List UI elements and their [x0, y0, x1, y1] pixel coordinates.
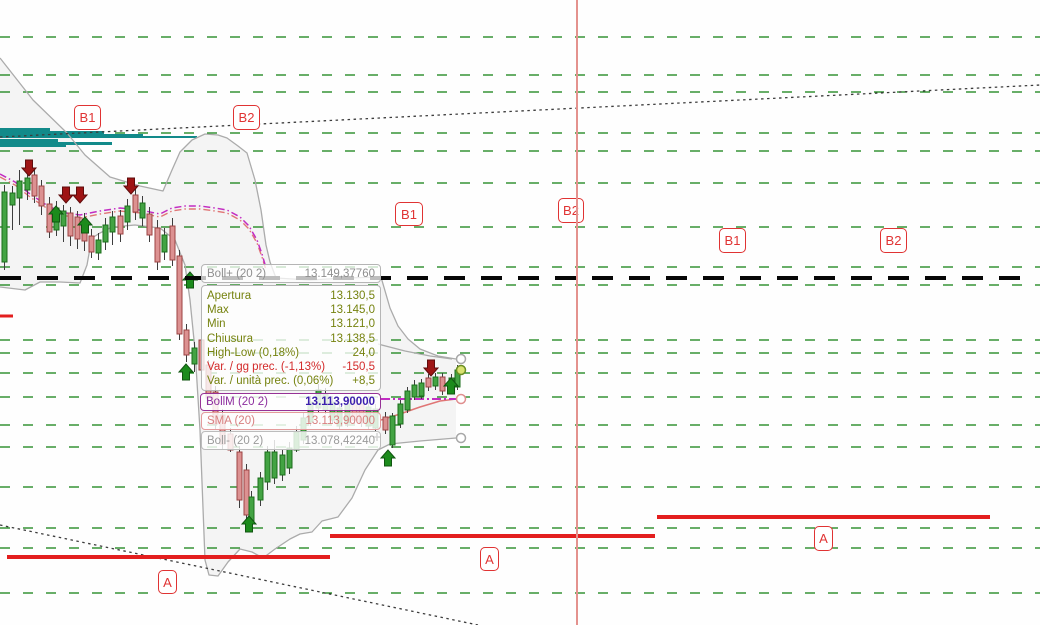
tooltip-row: Chiusura 13.138,5: [207, 332, 375, 346]
boll-mid-value: 13.113,90000: [305, 396, 375, 408]
buy-arrow-icon: [76, 216, 94, 234]
endpoint-circle: [455, 353, 467, 365]
tooltip-row-value: 13.145,0: [330, 304, 375, 317]
tooltip-boll-plus-box: Boll+ (20 2) 13.149,37760: [201, 264, 381, 283]
dotted-trendlines: [0, 84, 1040, 625]
tooltip-row-value: +8,5: [352, 375, 375, 388]
tooltip-row: Max 13.145,0: [207, 303, 375, 317]
endpoint-circle: [455, 393, 467, 405]
boll-mid-label: BollM (20 2): [206, 396, 268, 408]
buy-arrow-icon: [177, 363, 195, 381]
signal-arrows: [20, 159, 460, 533]
tooltip-boll-minus-box: Boll- (20 2) 13.078,42240: [201, 431, 381, 450]
tooltip-row-value: 13.130,5: [330, 290, 375, 303]
vertical-session-line: [576, 0, 578, 625]
boll-plus-label: Boll+ (20 2): [207, 267, 267, 280]
buy-arrow-icon: [47, 205, 65, 223]
support-resistance-lines: [0, 314, 990, 559]
tooltip-row-label: Apertura: [207, 290, 252, 303]
tooltip-row: Var. / unità prec. (0,06%) +8,5: [207, 374, 375, 388]
endpoint-circle: [455, 432, 467, 444]
sma-label: SMA (20): [207, 415, 255, 427]
sell-arrow-icon: [122, 177, 140, 195]
tooltip-row-label: Var. / unità prec. (0,06%): [207, 375, 334, 388]
tooltip-row: High-Low (0,18%) 24,0: [207, 346, 375, 360]
sell-arrow-icon: [422, 359, 440, 377]
sell-arrow-icon: [20, 159, 38, 177]
buy-arrow-icon: [240, 515, 258, 533]
tooltip-row: Var. / gg prec. (-1,13%) -150,5: [207, 360, 375, 374]
gridlines: [0, 36, 1040, 594]
tooltip-row-label: Chiusura: [207, 332, 254, 345]
endpoint-circle: [455, 364, 467, 376]
tooltip-row-label: Var. / gg prec. (-1,13%): [207, 361, 326, 374]
tooltip-price-panel: Apertura 13.130,5 Max 13.145,0 Min 13.121,0 Ch…: [201, 285, 381, 391]
buy-arrow-icon: [379, 449, 397, 467]
sell-arrow-icon: [71, 186, 89, 204]
tooltip-row-value: 24,0: [352, 346, 375, 359]
boll-plus-value: 13.149,37760: [304, 267, 375, 280]
tooltip-row-label: Max: [207, 304, 229, 317]
tooltip-row-value: 13.121,0: [330, 318, 375, 331]
tooltip-row: Min 13.121,0: [207, 317, 375, 331]
tooltip-row-value: 13.138,5: [330, 332, 375, 345]
tooltip-boll-mid-box: BollM (20 2) 13.113,90000: [200, 393, 381, 411]
tooltip-row-label: Min: [207, 318, 226, 331]
tooltip-sma-box: SMA (20) 13.113,90000: [201, 412, 381, 430]
boll-minus-label: Boll- (20 2): [207, 434, 264, 447]
buy-arrow-icon: [442, 377, 460, 395]
sma-value: 13.113,90000: [305, 415, 376, 427]
tooltip-row-value: -150,5: [342, 361, 375, 374]
volume-profile-bars: [0, 128, 197, 147]
tooltip-row: Apertura 13.130,5: [207, 289, 375, 303]
tooltip-row-label: High-Low (0,18%): [207, 346, 300, 359]
boll-minus-value: 13.078,42240: [304, 434, 375, 447]
